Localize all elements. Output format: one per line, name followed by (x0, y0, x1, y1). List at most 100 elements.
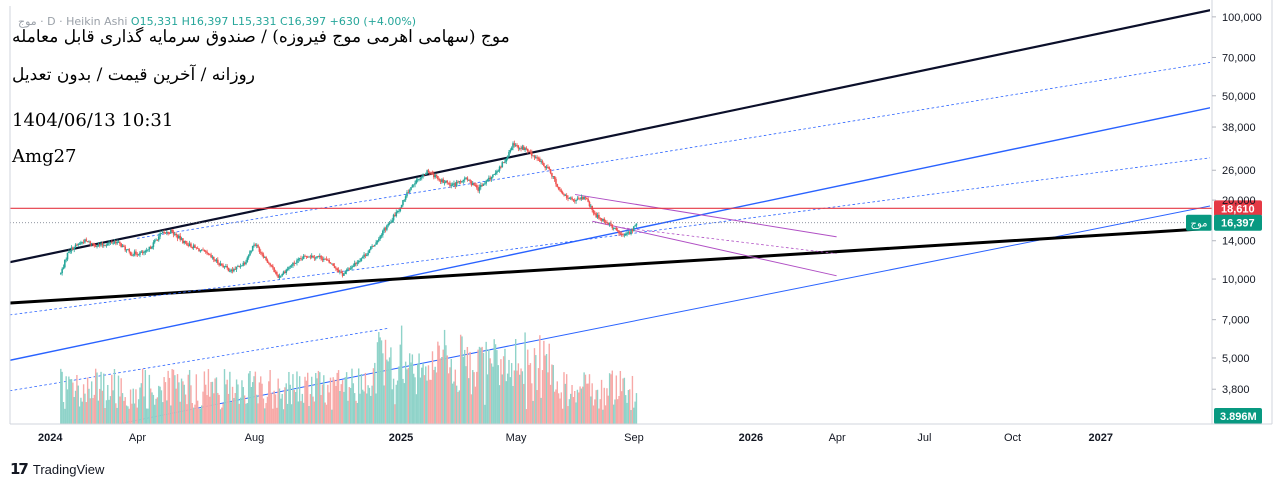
candle-body (365, 254, 368, 256)
tradingview-brand[interactable]: 17 TradingView (10, 460, 104, 478)
volume-bar (630, 410, 632, 424)
candle-body (340, 271, 343, 273)
candle-body (552, 176, 555, 177)
volume-bar (512, 386, 514, 424)
volume-bar (199, 408, 202, 424)
candle-body (571, 197, 573, 200)
candle-body (147, 249, 149, 251)
volume-bar (435, 372, 438, 424)
candle-body (282, 271, 285, 275)
candlesticks[interactable] (59, 140, 638, 280)
candle-body (102, 245, 105, 246)
candle-body (434, 174, 436, 178)
volume-bar (372, 368, 375, 424)
candle-body (533, 155, 536, 158)
volume-bar (154, 404, 156, 424)
volume-bar (450, 358, 452, 424)
volume-bar (235, 379, 238, 424)
volume-bar (121, 393, 124, 424)
candle-body (88, 241, 90, 243)
volume-bar (285, 383, 287, 424)
volume-bar (494, 344, 497, 424)
x-tick-label: Apr (829, 432, 846, 444)
volume-bar (453, 381, 455, 424)
candle-body (195, 247, 198, 249)
candle-body (528, 151, 530, 153)
volume-bar (141, 368, 144, 424)
volume-bar (622, 378, 624, 424)
candle-body (101, 243, 104, 246)
candle-body (412, 184, 415, 186)
candle-body (156, 239, 159, 241)
candle-body (270, 265, 273, 267)
candle-body (100, 243, 102, 246)
volume-bar (576, 389, 579, 424)
volume-bar (284, 387, 286, 424)
volume-bar (163, 377, 165, 424)
volume-bar (485, 341, 487, 424)
volume-bar (395, 384, 397, 424)
volume-bar (265, 403, 267, 424)
candle-body (520, 148, 522, 150)
volume-bar (286, 403, 289, 424)
volume-bar (404, 361, 407, 424)
candle-body (161, 232, 164, 234)
candle-body (333, 265, 336, 268)
candle-body (427, 170, 430, 173)
volume-bar (158, 385, 160, 424)
candle-body (588, 201, 591, 207)
volume-bar (127, 406, 129, 424)
volume-bar (516, 370, 518, 424)
candle-body (225, 266, 227, 267)
volume-bar (362, 389, 364, 424)
volume-bar (398, 366, 400, 424)
candle-body (429, 172, 431, 173)
candle-body (496, 171, 498, 173)
candle-body (559, 189, 561, 191)
volume-bar (600, 379, 603, 424)
candle-body (363, 254, 365, 258)
volume-bar (198, 408, 200, 424)
candle-body (486, 179, 489, 181)
trendline-dotted-lower (10, 327, 390, 392)
volume-bar (582, 386, 584, 424)
candle-body (82, 241, 85, 243)
volume-bar (108, 399, 110, 424)
volume-bar (179, 401, 181, 424)
volume-bar (300, 401, 302, 424)
candle-body (602, 218, 604, 221)
volume-bar (544, 355, 546, 424)
candle-body (498, 166, 501, 171)
volume-bar (317, 370, 320, 424)
trendlines[interactable] (10, 9, 1210, 426)
tradingview-logo-icon: 17 (10, 460, 29, 478)
volume-bar (72, 382, 74, 424)
trendline-dotted-upper (137, 62, 1210, 239)
candle-body (408, 189, 411, 193)
volume-bar (541, 370, 544, 424)
volume-bar (580, 388, 583, 424)
candle-body (416, 179, 419, 181)
volume-bar (520, 368, 522, 424)
volume-bar (480, 347, 482, 424)
volume-bar (400, 325, 403, 424)
candle-body (391, 220, 394, 223)
candle-body (357, 261, 360, 263)
candle-body (618, 230, 620, 234)
candle-body (596, 214, 599, 218)
volume-bar (472, 370, 474, 424)
candle-body (568, 198, 571, 199)
candle-body (565, 195, 568, 198)
volume-bar (468, 378, 470, 424)
volume-bar (604, 405, 607, 424)
volume-bar (253, 376, 255, 424)
volume-bar (379, 337, 381, 424)
volume-bar (486, 374, 489, 424)
volume-bar (339, 390, 341, 424)
candle-body (360, 258, 363, 261)
candle-body (327, 259, 329, 261)
candle-body (124, 246, 127, 251)
volume-bar (182, 381, 184, 424)
candle-body (265, 257, 267, 260)
